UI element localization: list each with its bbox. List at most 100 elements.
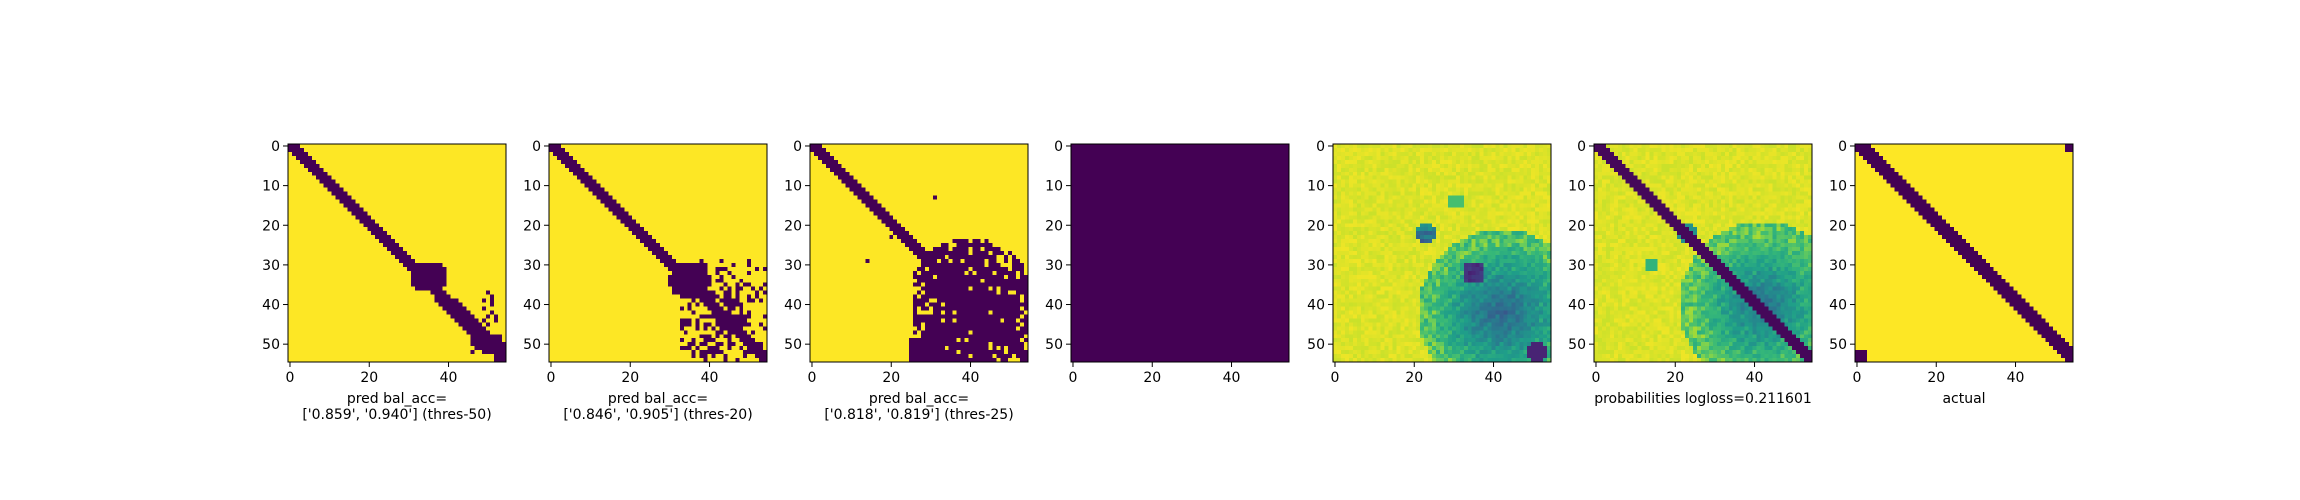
heatmap-cell bbox=[584, 147, 590, 153]
heatmap-cell bbox=[656, 247, 661, 252]
heatmap-cell bbox=[604, 215, 609, 220]
heatmap-cell bbox=[663, 274, 669, 280]
heatmap-cell bbox=[703, 187, 708, 192]
heatmap-cell bbox=[339, 310, 344, 315]
heatmap-cell bbox=[502, 155, 507, 161]
heatmap-cell bbox=[291, 243, 297, 248]
heatmap-cell bbox=[291, 282, 297, 288]
heatmap-cell bbox=[727, 159, 732, 165]
heatmap-cell bbox=[490, 334, 495, 339]
heatmap-cell bbox=[307, 171, 313, 177]
heatmap-cell bbox=[395, 183, 400, 188]
heatmap-cell bbox=[624, 187, 629, 192]
heatmap-cell bbox=[466, 207, 471, 212]
heatmap-cell bbox=[759, 151, 764, 157]
heatmap-cell bbox=[395, 199, 400, 204]
heatmap-cell bbox=[307, 175, 313, 181]
heatmap-cell bbox=[620, 247, 625, 252]
heatmap-cell bbox=[588, 211, 593, 216]
heatmap-cell bbox=[608, 247, 613, 252]
heatmap-cell bbox=[490, 159, 495, 165]
heatmap-cell bbox=[494, 247, 499, 252]
heatmap-cell bbox=[347, 175, 352, 181]
heatmap-cell bbox=[398, 334, 404, 339]
heatmap-cell bbox=[355, 322, 360, 327]
heatmap-cell bbox=[395, 231, 400, 236]
heatmap-cell bbox=[367, 167, 372, 173]
heatmap-cell bbox=[303, 254, 309, 260]
heatmap-cell bbox=[462, 183, 467, 188]
heatmap-cell bbox=[466, 306, 471, 311]
heatmap-cell bbox=[556, 147, 562, 153]
heatmap-cell bbox=[371, 354, 376, 359]
heatmap-cell bbox=[596, 282, 601, 288]
heatmap-cell bbox=[549, 163, 554, 169]
heatmap-cell bbox=[450, 219, 455, 224]
heatmap-cell bbox=[418, 290, 424, 296]
heatmap-cell bbox=[612, 270, 617, 276]
heatmap-cell bbox=[458, 171, 463, 177]
heatmap-cell bbox=[363, 334, 368, 339]
heatmap-cell bbox=[596, 266, 601, 272]
heatmap-cell bbox=[564, 171, 570, 177]
heatmap-cell bbox=[608, 203, 613, 208]
heatmap-cell bbox=[470, 254, 475, 260]
heatmap-cell bbox=[620, 278, 625, 284]
heatmap-cell bbox=[494, 219, 499, 224]
heatmap-cell bbox=[395, 262, 400, 268]
heatmap-cell bbox=[331, 247, 336, 252]
heatmap-cell bbox=[656, 262, 661, 268]
heatmap-cell bbox=[454, 350, 459, 355]
heatmap-cell bbox=[395, 278, 400, 284]
heatmap-cell bbox=[751, 159, 756, 165]
heatmap-cell bbox=[315, 286, 321, 292]
heatmap-cell bbox=[398, 314, 404, 319]
heatmap-cell bbox=[299, 294, 305, 299]
heatmap-cell bbox=[478, 266, 483, 272]
heatmap-cell bbox=[683, 278, 689, 284]
heatmap-cell bbox=[656, 274, 661, 280]
heatmap-cell bbox=[363, 191, 368, 196]
heatmap-cell bbox=[426, 231, 432, 236]
heatmap-cell bbox=[743, 195, 748, 200]
heatmap-cell bbox=[616, 227, 621, 232]
heatmap-cell bbox=[383, 318, 388, 323]
heatmap-cell bbox=[502, 286, 507, 292]
heatmap-cell bbox=[628, 262, 633, 268]
heatmap-cell bbox=[327, 187, 332, 192]
heatmap-cell bbox=[367, 334, 372, 339]
heatmap-cell bbox=[707, 243, 712, 248]
heatmap-cell bbox=[383, 191, 388, 196]
heatmap-cell bbox=[624, 163, 629, 169]
heatmap-cell bbox=[395, 286, 400, 292]
heatmap-cell bbox=[295, 191, 301, 196]
heatmap-cell bbox=[438, 286, 443, 292]
heatmap-cell bbox=[679, 223, 685, 228]
heatmap-cell bbox=[462, 247, 467, 252]
heatmap-cell bbox=[343, 227, 348, 232]
heatmap-cell bbox=[699, 187, 704, 192]
heatmap-cell bbox=[307, 144, 313, 149]
heatmap-cell bbox=[715, 151, 720, 157]
heatmap-cell bbox=[556, 199, 562, 204]
heatmap-cell bbox=[343, 195, 348, 200]
heatmap-cell bbox=[648, 183, 653, 188]
heatmap-cell bbox=[462, 310, 467, 315]
heatmap-cell bbox=[592, 199, 597, 204]
heatmap-cell bbox=[418, 278, 424, 284]
heatmap-cell bbox=[307, 318, 313, 323]
heatmap-cell bbox=[291, 203, 297, 208]
heatmap-cell bbox=[663, 211, 669, 216]
heatmap-cell bbox=[410, 239, 416, 244]
heatmap-cell bbox=[675, 151, 681, 157]
heatmap-cell bbox=[703, 266, 708, 272]
heatmap-cell bbox=[355, 282, 360, 288]
heatmap-cell bbox=[580, 171, 586, 177]
heatmap-cell bbox=[375, 278, 380, 284]
heatmap-cell bbox=[552, 207, 558, 212]
heatmap-cell bbox=[331, 346, 336, 351]
heatmap-cell bbox=[434, 338, 440, 343]
heatmap-cell bbox=[644, 235, 649, 240]
heatmap-cell bbox=[502, 254, 507, 260]
heatmap-cell bbox=[355, 302, 360, 307]
